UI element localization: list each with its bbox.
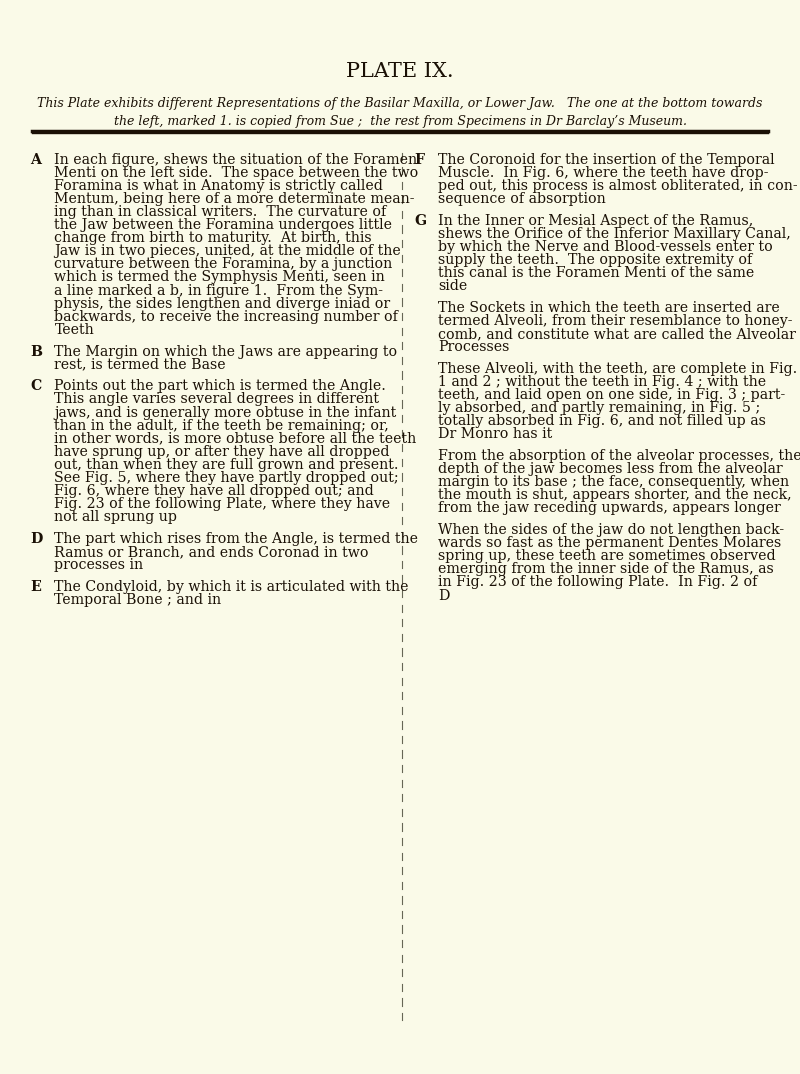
Text: Muscle.  In Fig. 6, where the teeth have drop-: Muscle. In Fig. 6, where the teeth have … bbox=[438, 165, 769, 179]
Text: the Jaw between the Foramina undergoes little: the Jaw between the Foramina undergoes l… bbox=[54, 218, 392, 232]
Text: from the jaw receding upwards, appears longer: from the jaw receding upwards, appears l… bbox=[438, 502, 781, 516]
Text: processes in: processes in bbox=[54, 558, 143, 572]
Text: Processes: Processes bbox=[438, 340, 510, 354]
Text: wards so fast as the permanent Dentes Molares: wards so fast as the permanent Dentes Mo… bbox=[438, 536, 782, 550]
Text: Dr Monro has it: Dr Monro has it bbox=[438, 427, 553, 441]
Text: In the Inner or Mesial Aspect of the Ramus,: In the Inner or Mesial Aspect of the Ram… bbox=[438, 214, 754, 228]
Text: have sprung up, or after they have all dropped: have sprung up, or after they have all d… bbox=[54, 445, 390, 459]
Text: Points out the part which is termed the Angle.: Points out the part which is termed the … bbox=[54, 379, 386, 393]
Text: not all sprung up: not all sprung up bbox=[54, 510, 178, 524]
Text: Temporal Bone ; and in: Temporal Bone ; and in bbox=[54, 593, 222, 607]
Text: When the sides of the jaw do not lengthen back-: When the sides of the jaw do not lengthe… bbox=[438, 523, 785, 537]
Text: by which the Nerve and Blood-vessels enter to: by which the Nerve and Blood-vessels ent… bbox=[438, 240, 773, 253]
Text: termed Alveoli, from their resemblance to honey-: termed Alveoli, from their resemblance t… bbox=[438, 314, 793, 328]
Text: physis, the sides lengthen and diverge iniad or: physis, the sides lengthen and diverge i… bbox=[54, 296, 390, 310]
Text: The Condyloid, by which it is articulated with the: The Condyloid, by which it is articulate… bbox=[54, 580, 409, 594]
Text: supply the teeth.  The opposite extremity of: supply the teeth. The opposite extremity… bbox=[438, 252, 753, 266]
Text: in other words, is more obtuse before all the teeth: in other words, is more obtuse before al… bbox=[54, 432, 417, 446]
Text: which is termed the Symphysis Menti, seen in: which is termed the Symphysis Menti, see… bbox=[54, 271, 385, 285]
Text: sequence of absorption: sequence of absorption bbox=[438, 192, 606, 206]
Text: B: B bbox=[30, 345, 42, 359]
Text: margin to its base ; the face, consequently, when: margin to its base ; the face, consequen… bbox=[438, 475, 790, 489]
Text: The Sockets in which the teeth are inserted are: The Sockets in which the teeth are inser… bbox=[438, 301, 780, 315]
Text: this canal is the Foramen Menti of the same: this canal is the Foramen Menti of the s… bbox=[438, 266, 754, 280]
Text: comb, and constitute what are called the Alveolar: comb, and constitute what are called the… bbox=[438, 326, 796, 340]
Text: than in the adult, if the teeth be remaining; or,: than in the adult, if the teeth be remai… bbox=[54, 419, 389, 433]
Text: Fig. 6, where they have all dropped out; and: Fig. 6, where they have all dropped out;… bbox=[54, 484, 374, 498]
Text: spring up, these teeth are sometimes observed: spring up, these teeth are sometimes obs… bbox=[438, 549, 776, 563]
Text: Mentum, being here of a more determinate mean-: Mentum, being here of a more determinate… bbox=[54, 192, 415, 206]
Text: This Plate exhibits different Representations of the Basilar Maxilla, or Lower J: This Plate exhibits different Representa… bbox=[38, 97, 762, 110]
Text: out, than when they are full grown and present.: out, than when they are full grown and p… bbox=[54, 458, 399, 471]
Text: change from birth to maturity.  At birth, this: change from birth to maturity. At birth,… bbox=[54, 231, 372, 245]
Text: emerging from the inner side of the Ramus, as: emerging from the inner side of the Ramu… bbox=[438, 563, 774, 577]
Text: This angle varies several degrees in different: This angle varies several degrees in dif… bbox=[54, 392, 379, 406]
Text: Ramus or Branch, and ends Coronad in two: Ramus or Branch, and ends Coronad in two bbox=[54, 546, 369, 560]
Text: The Margin on which the Jaws are appearing to: The Margin on which the Jaws are appeari… bbox=[54, 345, 398, 359]
Text: See Fig. 5, where they have partly dropped out;: See Fig. 5, where they have partly dropp… bbox=[54, 471, 399, 485]
Text: Foramina is what in Anatomy is strictly called: Foramina is what in Anatomy is strictly … bbox=[54, 178, 383, 192]
Text: rest, is termed the Base: rest, is termed the Base bbox=[54, 358, 226, 372]
Text: Jaw is in two pieces, united, at the middle of the: Jaw is in two pieces, united, at the mid… bbox=[54, 244, 401, 258]
Text: totally absorbed in Fig. 6, and not filled up as: totally absorbed in Fig. 6, and not fill… bbox=[438, 415, 766, 429]
Text: Menti on the left side.  The space between the two: Menti on the left side. The space betwee… bbox=[54, 165, 418, 179]
Text: a line marked a b, in figure 1.  From the Sym-: a line marked a b, in figure 1. From the… bbox=[54, 284, 383, 297]
Text: The part which rises from the Angle, is termed the: The part which rises from the Angle, is … bbox=[54, 532, 418, 546]
Text: PLATE IX.: PLATE IX. bbox=[346, 62, 454, 82]
Text: In each figure, shews the situation of the Foramen: In each figure, shews the situation of t… bbox=[54, 153, 418, 166]
Text: 1 and 2 ; without the teeth in Fig. 4 ; with the: 1 and 2 ; without the teeth in Fig. 4 ; … bbox=[438, 375, 766, 389]
Text: Teeth: Teeth bbox=[54, 323, 94, 337]
Text: side: side bbox=[438, 279, 468, 293]
Text: E: E bbox=[30, 580, 42, 594]
Text: in Fig. 23 of the following Plate.  In Fig. 2 of: in Fig. 23 of the following Plate. In Fi… bbox=[438, 576, 758, 590]
Text: Fig. 23 of the following Plate, where they have: Fig. 23 of the following Plate, where th… bbox=[54, 497, 390, 511]
Text: teeth, and laid open on one side, in Fig. 3 ; part-: teeth, and laid open on one side, in Fig… bbox=[438, 388, 786, 402]
Text: shews the Orifice of the Inferior Maxillary Canal,: shews the Orifice of the Inferior Maxill… bbox=[438, 227, 791, 241]
Text: A: A bbox=[30, 153, 42, 166]
Text: From the absorption of the alveolar processes, the: From the absorption of the alveolar proc… bbox=[438, 449, 800, 463]
Text: The Coronoid for the insertion of the Temporal: The Coronoid for the insertion of the Te… bbox=[438, 153, 775, 166]
Text: C: C bbox=[30, 379, 42, 393]
Text: jaws, and is generally more obtuse in the infant: jaws, and is generally more obtuse in th… bbox=[54, 406, 397, 420]
Text: G: G bbox=[414, 214, 426, 228]
Text: D: D bbox=[438, 589, 450, 603]
Text: F: F bbox=[414, 153, 425, 166]
Text: depth of the jaw becomes less from the alveolar: depth of the jaw becomes less from the a… bbox=[438, 462, 783, 476]
Text: ped out, this process is almost obliterated, in con-: ped out, this process is almost oblitera… bbox=[438, 178, 798, 192]
Text: the mouth is shut, appears shorter, and the neck,: the mouth is shut, appears shorter, and … bbox=[438, 489, 792, 503]
Text: D: D bbox=[30, 532, 42, 546]
Text: curvature between the Foramina, by a junction: curvature between the Foramina, by a jun… bbox=[54, 258, 393, 272]
Text: These Alveoli, with the teeth, are complete in Fig.: These Alveoli, with the teeth, are compl… bbox=[438, 362, 798, 376]
Text: the left, marked 1. is copied from Sue ;  the rest from Specimens in Dr Barclay’: the left, marked 1. is copied from Sue ;… bbox=[114, 115, 686, 128]
Text: ing than in classical writers.  The curvature of: ing than in classical writers. The curva… bbox=[54, 205, 386, 219]
Text: ly absorbed, and partly remaining, in Fig. 5 ;: ly absorbed, and partly remaining, in Fi… bbox=[438, 401, 761, 415]
Text: backwards, to receive the increasing number of: backwards, to receive the increasing num… bbox=[54, 309, 398, 323]
